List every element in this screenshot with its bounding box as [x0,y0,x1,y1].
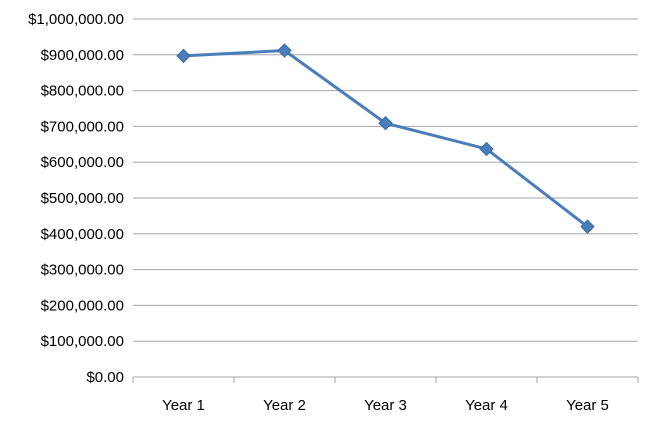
x-tick-label: Year 3 [364,397,407,414]
x-tick-label: Year 5 [566,397,609,414]
y-tick-label: $200,000.00 [41,297,124,314]
gridlines [133,18,638,342]
x-tick-label: Year 4 [465,397,508,414]
series-line [183,49,589,228]
data-point [479,141,494,157]
y-tick-label: $300,000.00 [41,262,124,279]
y-tick-label: $600,000.00 [41,154,124,171]
y-tick-label: $500,000.00 [41,190,124,207]
x-tick-label: Year 1 [162,397,205,414]
data-point [277,43,292,58]
y-tick-label: $1,000,000.00 [28,11,124,28]
data-point [580,219,595,234]
y-tick-label: $100,000.00 [41,333,124,350]
y-tick-label: $0.00 [86,369,124,386]
x-tick-label: Year 2 [263,397,306,414]
data-point [378,115,393,131]
y-tick-label: $800,000.00 [41,83,124,100]
y-axis-ticks: $0.00 $100,000.00 $200,000.00 $300,000.00 $4… [28,11,124,386]
y-tick-label: $700,000.00 [41,118,124,135]
y-tick-label: $400,000.00 [41,226,124,243]
y-tick-label: $900,000.00 [41,47,124,64]
series-group [176,43,595,234]
x-axis: Year 1 Year 2 Year 3 Year 4 Year 5 [132,376,639,414]
data-point [176,48,191,64]
